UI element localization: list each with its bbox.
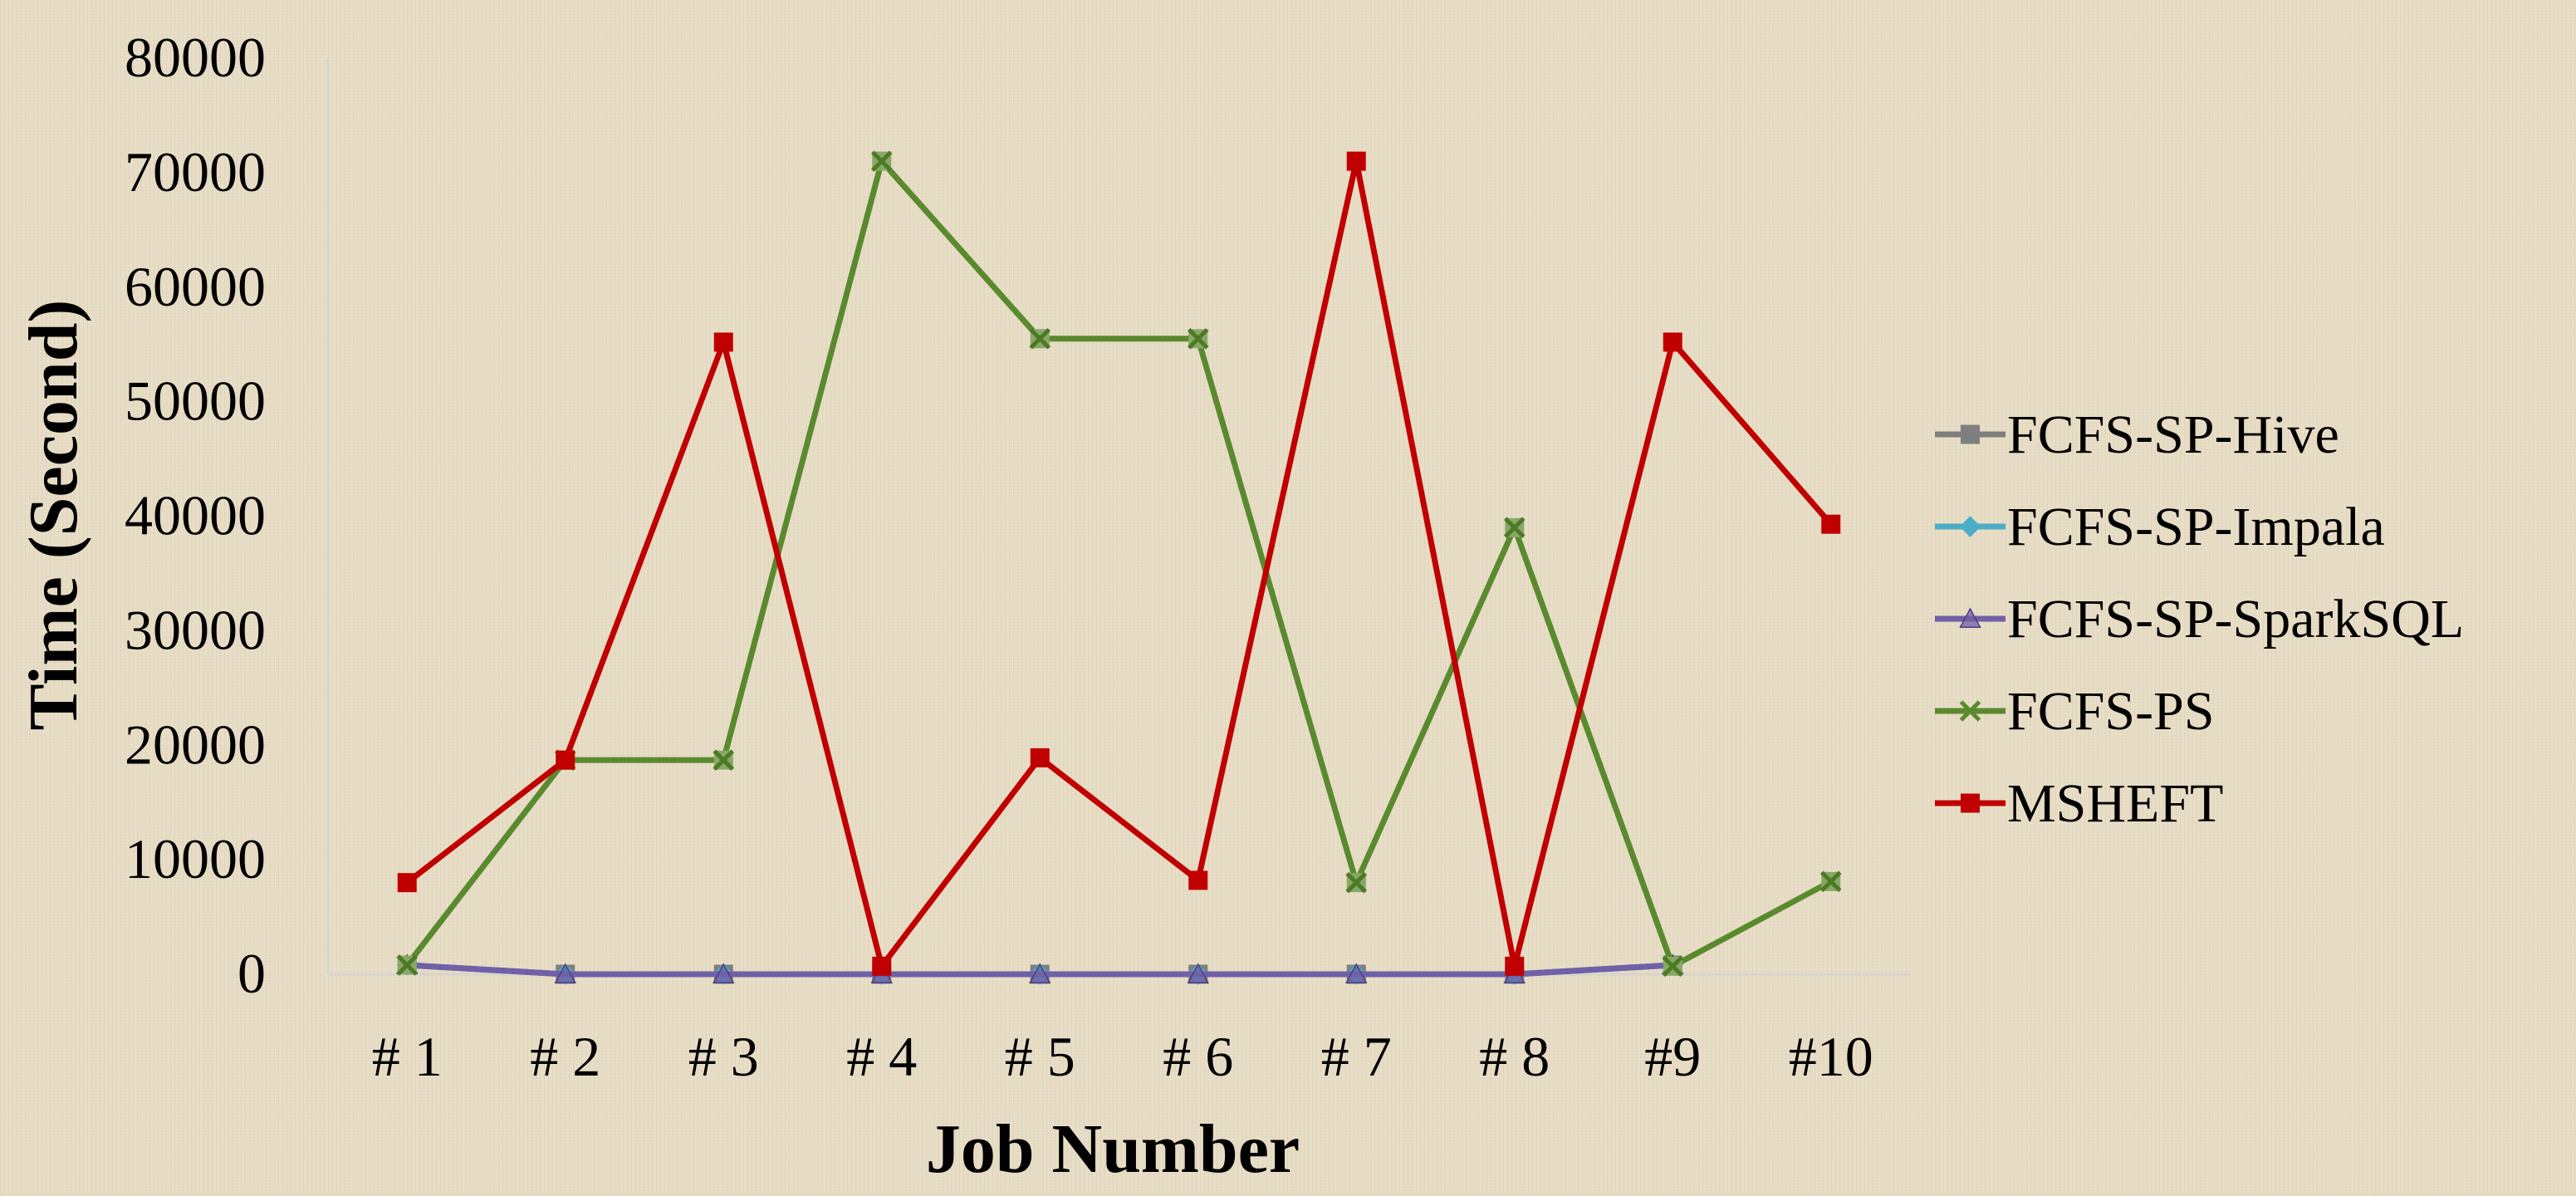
- data-point: [870, 150, 893, 172]
- marker-cross: [1029, 328, 1051, 350]
- x-tick-label: #10: [1789, 1025, 1873, 1088]
- y-tick-label: 20000: [125, 713, 266, 776]
- y-tick-label: 80000: [125, 26, 266, 89]
- data-point: [1503, 517, 1526, 539]
- x-tick-label: # 7: [1321, 1025, 1392, 1088]
- legend-label: FCFS-SP-Hive: [2007, 404, 2339, 465]
- marker-cross: [1503, 517, 1526, 539]
- data-point: [1662, 955, 1684, 978]
- legend-item: FCFS-SP-Hive: [1935, 404, 2339, 465]
- legend-marker: [1959, 607, 1981, 628]
- y-axis-ticks: 0 10000 20000 30000 40000 50000 60000 70000 8000…: [125, 26, 266, 1005]
- legend-item: FCFS-SP-SparkSQL: [1935, 589, 2464, 649]
- legend-marker: [1961, 424, 1980, 444]
- data-point: [713, 332, 733, 352]
- y-tick-label: 50000: [125, 370, 266, 433]
- y-tick-label: 70000: [125, 140, 266, 203]
- marker-stroke: [870, 150, 893, 172]
- data-point: [713, 749, 735, 771]
- marker-cross: [1345, 871, 1368, 894]
- y-tick-label: 30000: [125, 598, 266, 661]
- data-point: [1030, 748, 1050, 767]
- marker-stroke: [1819, 870, 1842, 893]
- y-tick-label: 40000: [125, 484, 266, 547]
- marker-stroke: [1959, 700, 1981, 722]
- marker-cross: [870, 150, 893, 172]
- legend-item: FCFS-SP-Impala: [1935, 497, 2385, 557]
- data-point: [554, 963, 577, 983]
- data-point: [1819, 870, 1842, 893]
- marker-stroke: [1187, 328, 1209, 350]
- marker-cross: [396, 954, 419, 976]
- x-tick-label: # 8: [1479, 1025, 1550, 1088]
- data-point: [1028, 963, 1051, 983]
- series-line: [405, 158, 1834, 969]
- data-point: [1821, 514, 1841, 534]
- data-point: [872, 956, 892, 976]
- data-point: [1188, 870, 1208, 890]
- series-fcfs-ps: [396, 150, 1842, 978]
- marker-cross: [1819, 870, 1842, 893]
- marker-cross: [1662, 955, 1684, 978]
- legend-label: FCFS-SP-SparkSQL: [2007, 589, 2464, 649]
- x-tick-label: # 2: [530, 1025, 600, 1088]
- legend-item: FCFS-PS: [1935, 681, 2215, 742]
- legend-item: MSHEFT: [1935, 773, 2223, 834]
- data-point: [1346, 151, 1366, 171]
- marker-stroke: [1345, 871, 1368, 894]
- data-point: [712, 963, 735, 983]
- data-point: [1344, 963, 1368, 983]
- marker-stroke: [713, 749, 735, 771]
- marker-cross: [713, 749, 735, 771]
- marker-stroke: [1503, 517, 1526, 539]
- x-tick-label: # 5: [1005, 1025, 1075, 1088]
- data-point: [397, 873, 417, 893]
- legend-label: FCFS-SP-Impala: [2007, 497, 2385, 557]
- x-tick-label: # 6: [1163, 1025, 1233, 1088]
- x-tick-label: # 4: [846, 1025, 917, 1088]
- y-tick-label: 60000: [125, 255, 266, 318]
- series-msheft: [397, 151, 1841, 976]
- legend-label: FCFS-PS: [2007, 681, 2215, 742]
- x-tick-label: # 3: [688, 1025, 759, 1088]
- data-point: [396, 954, 419, 976]
- marker-stroke: [1029, 328, 1051, 350]
- data-point: [1187, 328, 1209, 350]
- legend-marker: [1959, 700, 1981, 722]
- series-fcfs-sp-sparksql: [395, 953, 1684, 983]
- legend-label: MSHEFT: [2007, 773, 2223, 834]
- data-point: [1345, 871, 1368, 894]
- legend: FCFS-SP-Hive FCFS-SP-Impala FCFS-SP-SparkS…: [1935, 404, 2464, 834]
- x-tick-label: #9: [1644, 1025, 1701, 1088]
- marker-stroke: [396, 954, 419, 976]
- series-layer: [395, 150, 1842, 985]
- marker-stroke: [1662, 955, 1684, 978]
- y-tick-label: 0: [238, 942, 266, 1005]
- legend-marker: [1959, 516, 1981, 537]
- data-point: [1663, 332, 1682, 352]
- x-axis-ticks: # 1 # 2 # 3 # 4 # 5 # 6 # 7 # 8 #9 #10: [372, 1025, 1873, 1088]
- data-point: [1187, 963, 1210, 983]
- x-tick-label: # 1: [372, 1025, 443, 1088]
- y-tick-label: 10000: [125, 827, 266, 890]
- data-point: [1505, 956, 1525, 976]
- data-point: [1029, 328, 1051, 350]
- y-axis-title: Time (Second): [15, 300, 92, 731]
- legend-marker: [1961, 793, 1980, 813]
- series-line: [404, 158, 1833, 969]
- data-point: [556, 750, 575, 770]
- x-axis-title: Job Number: [926, 1110, 1300, 1188]
- plot-area: [326, 58, 1910, 976]
- marker-cross: [1187, 328, 1209, 350]
